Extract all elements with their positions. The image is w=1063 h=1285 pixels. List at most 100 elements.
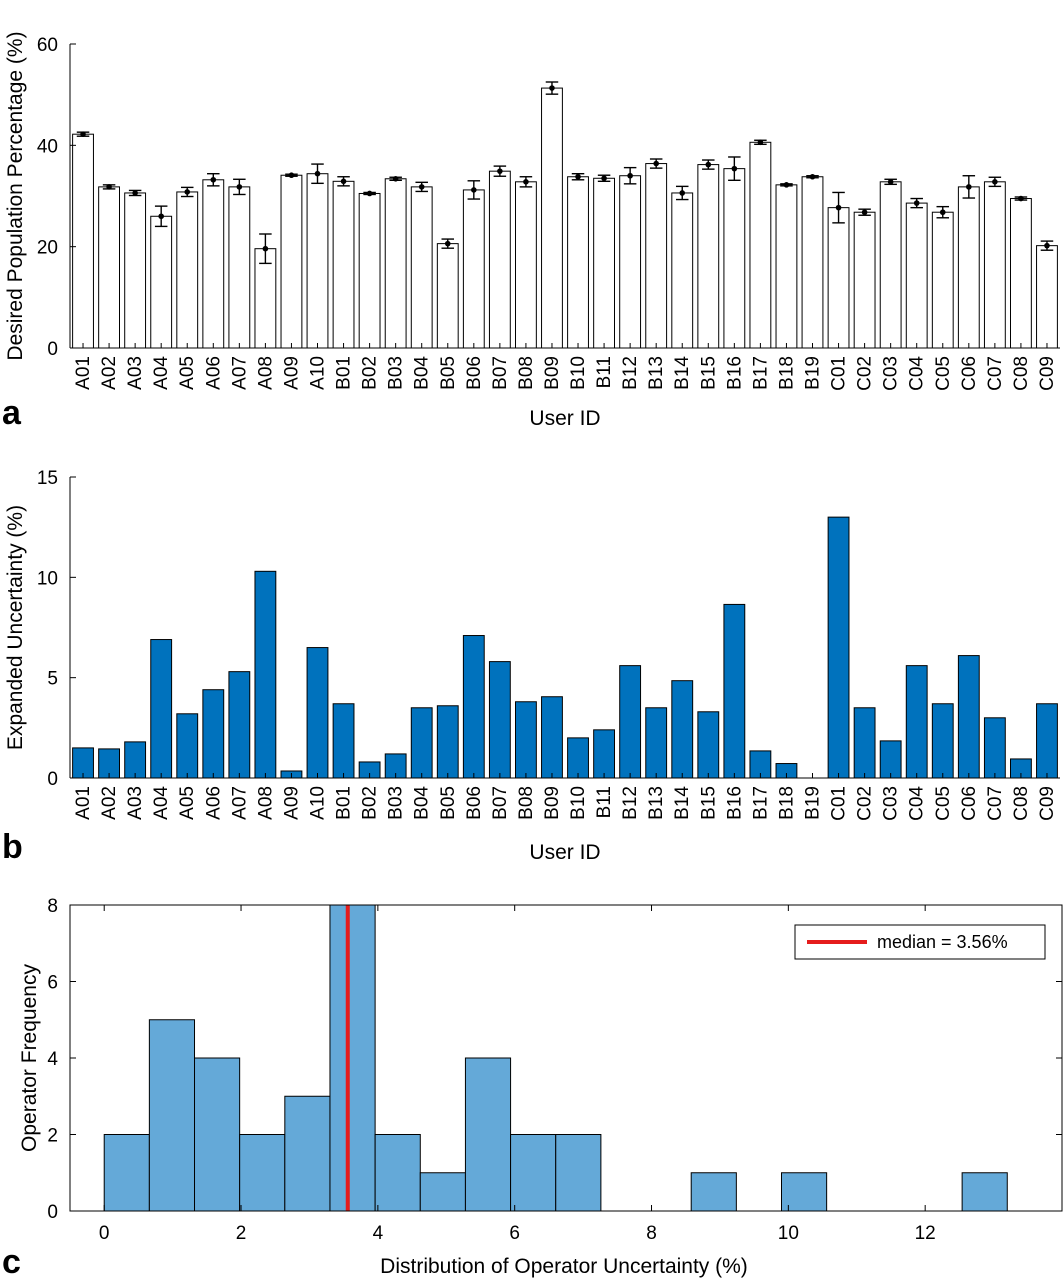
bar-C07 — [983, 717, 1006, 779]
bar-A01 — [72, 133, 94, 349]
errorbar-point — [340, 178, 347, 185]
bar-B12 — [619, 665, 642, 779]
errorbar-B07 — [493, 165, 507, 177]
y-tick-label: 5 — [47, 669, 58, 690]
bar-B11 — [593, 729, 615, 779]
x-tick-label-B04: B04 — [412, 786, 433, 820]
x-tick-label-A03: A03 — [125, 356, 146, 390]
bar-A05 — [176, 191, 199, 349]
errorbar-B16 — [728, 156, 741, 181]
errorbar-C04 — [910, 197, 923, 209]
histogram-bin-9 — [510, 1134, 557, 1212]
x-tick-label-B03: B03 — [386, 786, 407, 820]
bar-B02 — [358, 192, 381, 349]
x-tick-label-B13: B13 — [646, 356, 667, 390]
errorbar-point — [783, 182, 790, 188]
x-tick-label-B04: B04 — [412, 356, 433, 390]
errorbar-B15 — [702, 159, 715, 170]
x-tick-label-B05: B05 — [438, 786, 459, 820]
errorbar-A02 — [102, 184, 116, 190]
bar-C08 — [1010, 198, 1032, 349]
x-tick-label: 8 — [646, 1223, 657, 1244]
bar-A02 — [98, 186, 121, 349]
errorbar-point — [314, 170, 321, 177]
x-axis-label: Distribution of Operator Uncertainty (%) — [380, 1255, 748, 1278]
bar-A10 — [306, 173, 329, 349]
bar-B03 — [384, 178, 407, 349]
x-tick-label-C04: C04 — [907, 356, 928, 391]
x-tick-label-A04: A04 — [151, 356, 172, 390]
bar-B06 — [462, 635, 485, 779]
errorbar-point — [939, 209, 946, 216]
y-tick-label: 4 — [47, 1049, 58, 1070]
bar-B05 — [436, 705, 459, 779]
errorbar-B03 — [389, 175, 402, 182]
histogram-bin-8 — [464, 1057, 512, 1212]
x-tick-label-C09: C09 — [1037, 786, 1058, 821]
errorbar-A01 — [76, 131, 90, 137]
y-tick-label: 40 — [37, 136, 58, 157]
bar-C06 — [957, 655, 980, 779]
x-tick-label-B08: B08 — [516, 786, 537, 820]
x-tick-label-B18: B18 — [776, 786, 797, 820]
x-tick-label-A05: A05 — [177, 356, 198, 390]
bar-C06 — [957, 186, 980, 349]
errorbar-point — [262, 245, 269, 252]
bar-B10 — [567, 737, 589, 779]
errorbar-B08 — [519, 176, 533, 188]
bar-C05 — [931, 211, 954, 349]
x-tick-label: 2 — [236, 1223, 247, 1244]
x-tick-label-A01: A01 — [73, 356, 94, 390]
bar-B10 — [567, 176, 589, 349]
panel-letter-a: a — [2, 394, 22, 432]
bar-A08 — [254, 570, 277, 779]
histogram-bin-4 — [284, 1095, 331, 1212]
errorbar-point — [471, 187, 477, 193]
y-tick-label: 60 — [37, 35, 58, 56]
errorbar-C03 — [884, 178, 897, 186]
panel-letter-b: b — [2, 828, 23, 866]
bar-B09 — [541, 87, 563, 349]
x-tick-label-A08: A08 — [255, 786, 276, 820]
errorbar-point — [731, 165, 738, 172]
bar-B11 — [593, 177, 615, 349]
errorbar-B10 — [571, 173, 585, 181]
x-tick-label-B13: B13 — [646, 786, 667, 820]
errorbar-C07 — [988, 176, 1002, 188]
x-tick-label-B07: B07 — [490, 356, 511, 390]
bar-C02 — [853, 211, 876, 349]
x-tick-label-B01: B01 — [334, 356, 355, 390]
x-tick-label-A08: A08 — [255, 356, 276, 390]
errorbar-point — [1018, 195, 1024, 202]
x-tick-label-C03: C03 — [881, 356, 902, 391]
bar-B13 — [645, 707, 668, 779]
errorbar-point — [210, 176, 217, 183]
x-tick-label-C08: C08 — [1011, 786, 1032, 821]
errorbar-B13 — [649, 158, 663, 169]
errorbar-point — [861, 209, 868, 216]
bar-C03 — [879, 181, 902, 349]
y-tick-label: 15 — [37, 468, 58, 489]
x-tick-label-B17: B17 — [750, 356, 771, 390]
x-tick-label-B16: B16 — [724, 786, 745, 820]
bar-A03 — [124, 192, 147, 349]
bar-A06 — [202, 179, 225, 349]
errorbar-point — [497, 168, 503, 174]
bar-B12 — [619, 175, 642, 349]
errorbar-point — [184, 189, 191, 195]
errorbar-point — [132, 190, 138, 196]
histogram-bin-19 — [961, 1172, 1008, 1212]
errorbar-A05 — [180, 186, 194, 198]
x-axis-label: User ID — [529, 407, 600, 430]
bar-A04 — [150, 639, 173, 779]
y-tick-label: 20 — [37, 238, 58, 259]
bar-B08 — [515, 701, 537, 779]
errorbar-point — [1044, 242, 1050, 249]
errorbar-point — [158, 213, 164, 220]
x-tick-label: 0 — [99, 1223, 110, 1244]
bar-B05 — [436, 243, 459, 349]
x-tick-label-B09: B09 — [542, 786, 563, 820]
x-tick-label-B03: B03 — [386, 356, 407, 390]
errorbar-C02 — [858, 208, 871, 216]
x-axis-label: User ID — [529, 841, 600, 864]
